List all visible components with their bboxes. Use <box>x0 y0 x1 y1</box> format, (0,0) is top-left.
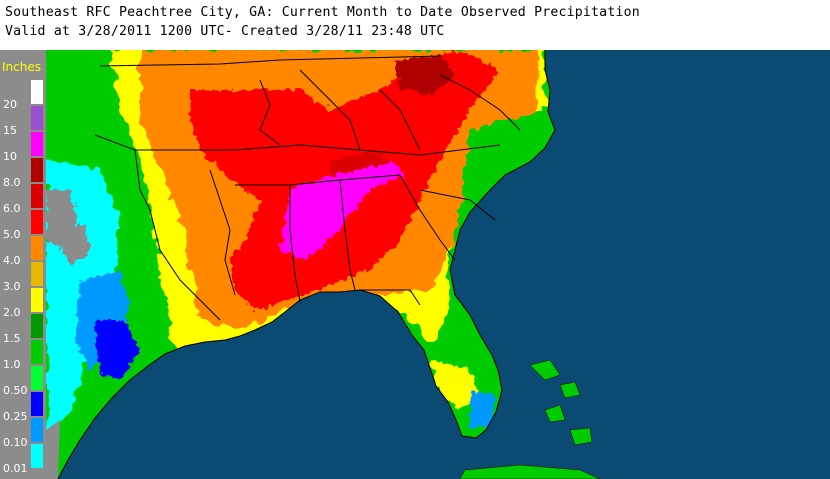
legend-swatch <box>31 418 43 442</box>
legend-label: 15 <box>3 124 17 137</box>
header: Southeast RFC Peachtree City, GA: Curren… <box>0 0 830 50</box>
legend-swatch <box>31 106 43 130</box>
legend-label: 0.10 <box>3 436 28 449</box>
legend-swatch <box>31 210 43 234</box>
coastline <box>57 50 556 479</box>
map-subtitle: Valid at 3/28/2011 1200 UTC- Created 3/2… <box>5 24 445 39</box>
legend-title: Inches <box>2 60 41 74</box>
legend-label: 1.5 <box>3 332 21 345</box>
legend-label: 0.50 <box>3 384 28 397</box>
legend-swatch <box>31 262 43 286</box>
legend-swatch <box>31 132 43 156</box>
legend-label: 10 <box>3 150 17 163</box>
legend-label: 0.25 <box>3 410 28 423</box>
legend-swatch <box>31 288 43 312</box>
legend-swatch <box>31 366 43 390</box>
legend-swatch <box>31 340 43 364</box>
bahamas-islands <box>529 359 593 446</box>
legend-swatch <box>31 80 43 104</box>
legend-swatch <box>31 314 43 338</box>
state-borders <box>94 55 521 321</box>
legend-swatch <box>31 158 43 182</box>
precipitation-map <box>0 50 830 479</box>
legend-label: 6.0 <box>3 202 21 215</box>
legend-label: 0.01 <box>3 462 28 475</box>
legend-label: 4.0 <box>3 254 21 267</box>
legend-label: 20 <box>3 98 17 111</box>
legend-label: 5.0 <box>3 228 21 241</box>
legend-label: 1.0 <box>3 358 21 371</box>
mexico-landmass <box>46 420 60 479</box>
map-title: Southeast RFC Peachtree City, GA: Curren… <box>5 5 640 20</box>
legend-swatch <box>31 184 43 208</box>
legend: Inches 20 15 10 8.0 6.0 5.0 4.0 3.0 2.0 1.5 1.0 0.5… <box>0 50 46 479</box>
cuba-island <box>459 464 601 479</box>
legend-label: 3.0 <box>3 280 21 293</box>
legend-label: 2.0 <box>3 306 21 319</box>
legend-swatch <box>31 444 43 468</box>
legend-swatch <box>31 392 43 416</box>
legend-label: 8.0 <box>3 176 21 189</box>
legend-swatch <box>31 236 43 260</box>
